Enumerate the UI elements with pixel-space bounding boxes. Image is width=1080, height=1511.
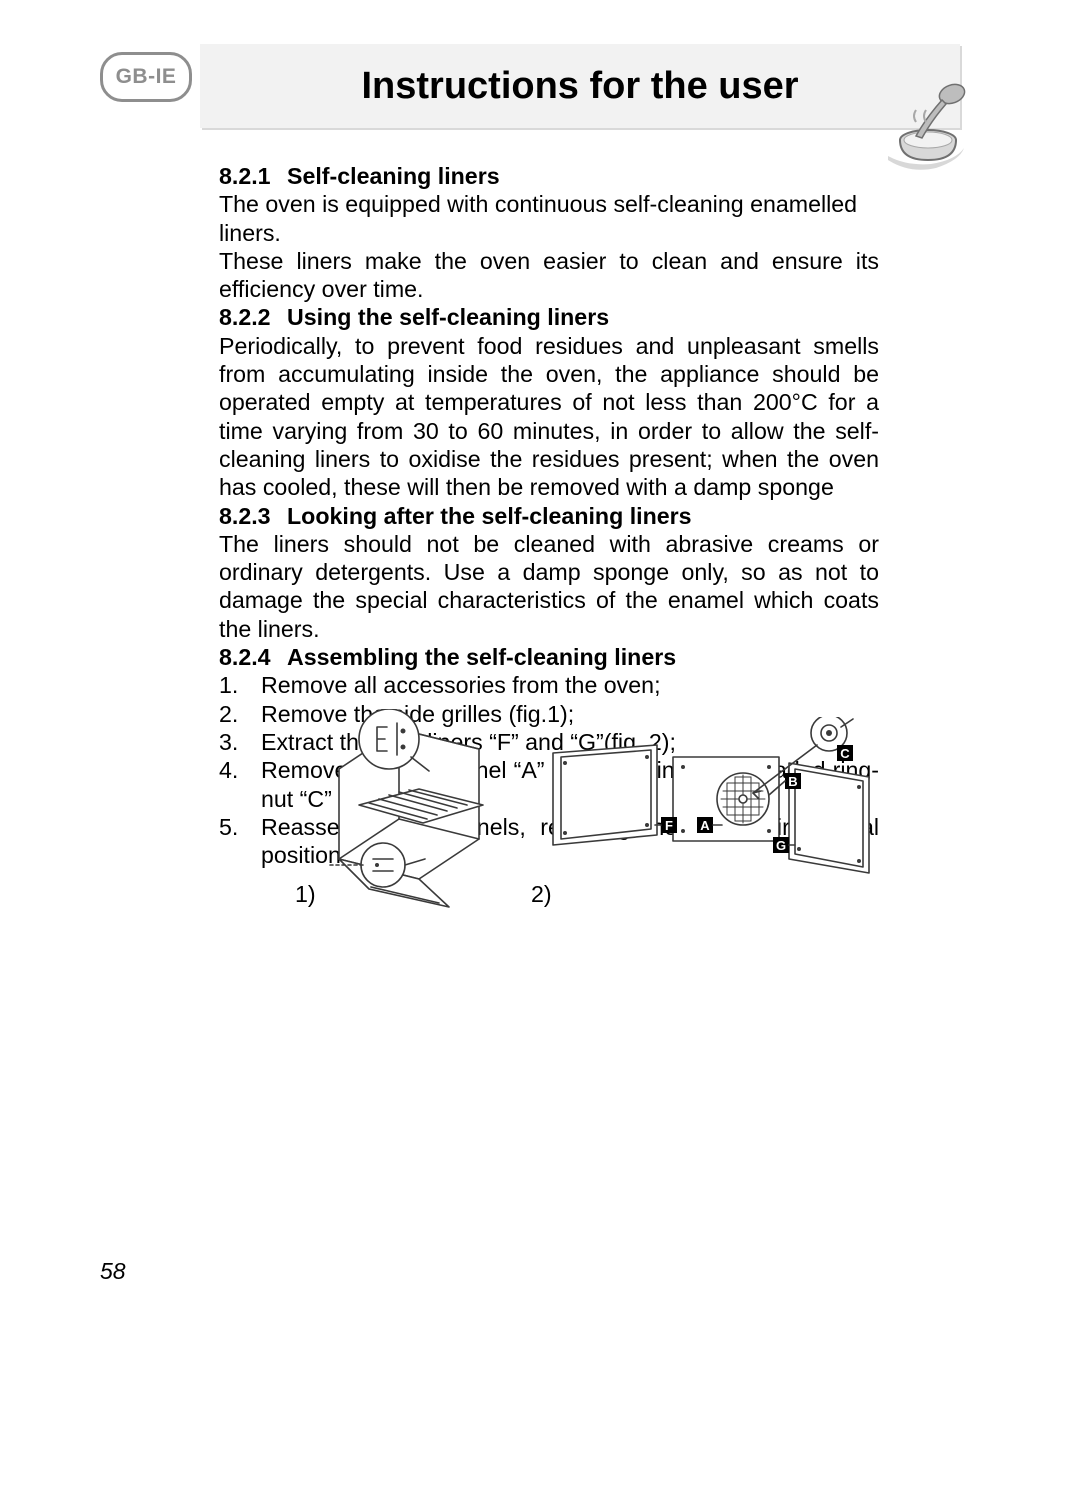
page-number: 58 [100, 1258, 126, 1285]
section-num: 8.2.2 [219, 303, 287, 331]
figure-1-caption: 1) [295, 881, 316, 908]
paragraph: The oven is equipped with continuous sel… [219, 190, 879, 247]
section-title: Assembling the self-cleaning liners [287, 644, 676, 670]
spoon-bowl-icon [876, 78, 970, 172]
diagram-label-B: B [788, 774, 797, 789]
section-heading-822: 8.2.2Using the self-cleaning liners [219, 303, 879, 331]
figure-1-diagram [299, 709, 519, 909]
section-heading-824: 8.2.4Assembling the self-cleaning liners [219, 643, 879, 671]
page: GB-IE Instructions for the user [0, 0, 1080, 1511]
diagram-label-G: G [776, 838, 786, 853]
figure-2-diagram: F A G B C [537, 717, 877, 917]
figure-2-caption: 2) [531, 881, 552, 908]
section-title: Using the self-cleaning liners [287, 304, 609, 330]
section-heading-823: 8.2.3Looking after the self-cleaning lin… [219, 502, 879, 530]
diagram-label-A: A [700, 818, 710, 833]
section-title: Self-cleaning liners [287, 163, 500, 189]
paragraph: These liners make the oven easier to cle… [219, 247, 879, 304]
diagram-label-C: C [840, 746, 850, 761]
figures-region: 1) [219, 709, 879, 929]
section-num: 8.2.4 [219, 643, 287, 671]
page-title: Instructions for the user [200, 44, 960, 128]
section-num: 8.2.3 [219, 502, 287, 530]
section-title: Looking after the self-cleaning liners [287, 503, 692, 529]
header-bar: Instructions for the user [200, 44, 960, 128]
diagram-label-F: F [665, 818, 673, 833]
section-heading-821: 8.2.1Self-cleaning liners [219, 162, 879, 190]
section-num: 8.2.1 [219, 162, 287, 190]
list-item: Remove all accessories from the oven; [219, 671, 879, 699]
paragraph: The liners should not be cleaned with ab… [219, 530, 879, 643]
region-badge: GB-IE [100, 52, 192, 102]
region-badge-text: GB-IE [116, 65, 177, 89]
paragraph: Periodically, to prevent food residues a… [219, 332, 879, 502]
